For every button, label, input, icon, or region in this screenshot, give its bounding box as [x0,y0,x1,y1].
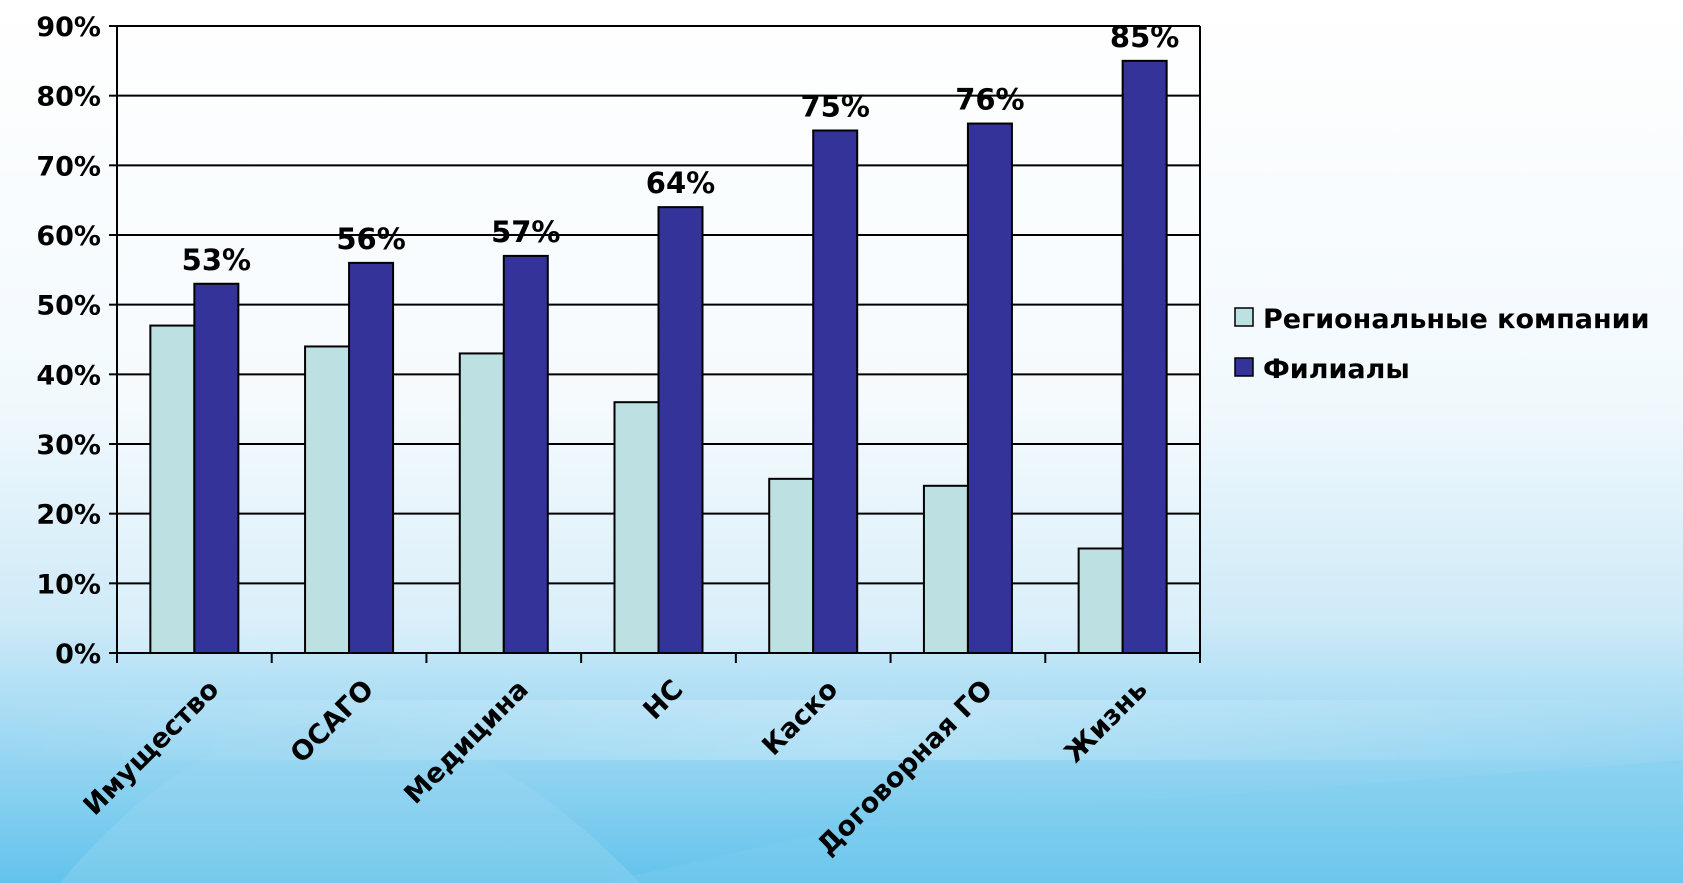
bar-regional [458,352,505,654]
bar-regional [1077,547,1124,654]
y-tick-label: 90% [36,12,101,43]
x-category-label: Каско [756,674,844,762]
y-tick-label: 10% [36,569,101,600]
bar-branches [1121,59,1168,655]
y-tick-label: 60% [36,221,101,252]
legend-label-regional: Региональные компании [1263,304,1650,335]
y-tick-label: 40% [36,360,101,391]
data-label: 75% [801,90,870,124]
bars [149,59,1168,655]
y-tick-label: 70% [36,151,101,182]
y-tick-label: 50% [36,291,101,322]
data-labels: 53% 56% 57% 64% 75% 76% 85% [182,20,1180,277]
bar-regional [613,401,660,655]
x-category-label: Медицина [398,674,534,810]
legend: Региональные компании Филиалы [1234,304,1650,385]
data-label: 56% [336,222,405,256]
x-category-label: НС [638,674,690,726]
x-category-label: ОСАГО [285,674,380,769]
bar-branches [812,129,859,654]
data-label: 64% [646,166,715,200]
bar-regional [768,477,815,655]
bar-branches [966,122,1013,655]
x-category-label: Имущество [78,674,226,822]
x-category-label: Договорная ГО [812,674,999,861]
bar-branches [657,206,704,654]
bar-branches [348,261,395,654]
bar-regional [149,324,196,654]
bar-regional [922,484,969,654]
bar-branches [193,282,240,654]
legend-swatch-branches [1234,357,1254,377]
data-label: 76% [955,83,1024,117]
y-tick-label: 0% [55,639,101,670]
y-tick-label: 80% [36,82,101,113]
x-category-label: Жизнь [1059,674,1154,769]
legend-label-branches: Филиалы [1263,354,1410,385]
data-label: 57% [491,215,560,249]
y-tick-label: 20% [36,500,101,531]
bar-branches [502,254,549,654]
data-label: 53% [182,243,251,277]
data-label: 85% [1110,20,1179,54]
axes [109,25,1201,663]
legend-swatch-regional [1234,307,1254,327]
y-axis-tick-labels: 0% 10% 20% 30% 40% 50% 60% 70% 80% 90% [36,12,101,670]
y-tick-label: 30% [36,430,101,461]
x-axis-category-labels: Имущество ОСАГО Медицина НС КаскоДоговорная … [78,674,1154,861]
bar-regional [304,345,351,654]
